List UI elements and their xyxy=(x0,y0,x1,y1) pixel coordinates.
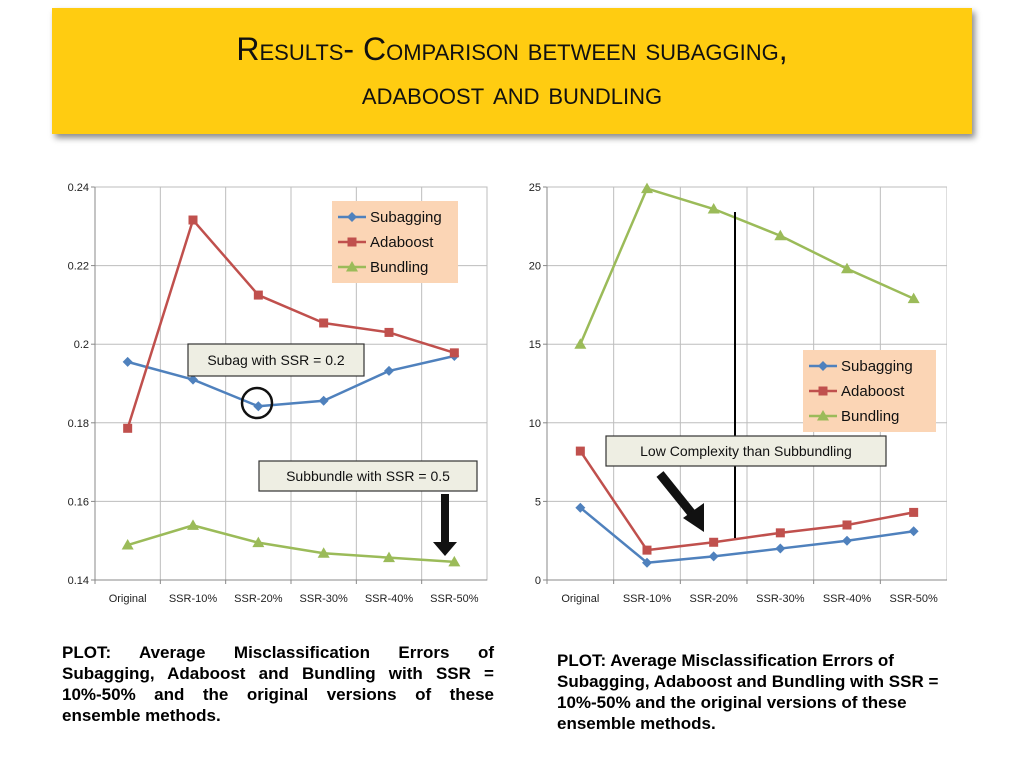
legend-label-adaboost: Adaboost xyxy=(841,383,905,400)
data-point-bundling xyxy=(841,262,853,274)
left-chart-caption: PLOT: Average Misclassification Errors o… xyxy=(62,643,494,725)
data-point-bundling xyxy=(252,536,265,548)
arrow-head-down xyxy=(433,542,457,556)
y-tick-label: 0.22 xyxy=(68,261,89,273)
legend-marker-adaboost xyxy=(347,237,357,247)
x-tick-label: SSR-40% xyxy=(823,593,872,605)
x-tick-label: SSR-50% xyxy=(890,593,939,605)
data-point-bundling xyxy=(383,551,395,563)
y-tick-label: 0.2 xyxy=(74,339,89,351)
data-point-adaboost xyxy=(253,290,263,300)
legend-marker-bundling xyxy=(346,261,358,272)
series-line-bundling xyxy=(127,524,455,564)
arrow-shaft-down xyxy=(441,494,449,544)
annotation-subbundle: Subbundle with SSR = 0.5 xyxy=(286,468,450,484)
data-point-adaboost xyxy=(319,318,329,328)
data-point-adaboost xyxy=(575,446,585,456)
x-tick-label: Original xyxy=(561,593,599,605)
data-point-subagging xyxy=(318,395,329,406)
data-point-subagging xyxy=(575,502,586,513)
annotation-complexity: Low Complexity than Subbundling xyxy=(640,443,852,459)
data-point-bundling xyxy=(317,547,330,558)
arrow-head-diagonal xyxy=(683,503,704,532)
annotation-subag: Subag with SSR = 0.2 xyxy=(207,352,345,368)
y-tick-label: 5 xyxy=(535,496,541,508)
series-line-bundling xyxy=(579,187,915,345)
data-point-subagging xyxy=(775,543,786,554)
data-point-bundling xyxy=(574,338,587,349)
y-tick-label: 0.18 xyxy=(68,418,89,430)
data-point-bundling xyxy=(707,203,720,214)
data-point-adaboost xyxy=(842,520,852,530)
series-line-adaboost xyxy=(579,450,914,552)
data-point-bundling xyxy=(121,539,134,550)
legend-label-adaboost: Adaboost xyxy=(370,234,434,251)
data-point-bundling xyxy=(907,292,920,304)
annotation-box-subag xyxy=(187,343,365,377)
x-tick-label: Original xyxy=(109,593,147,605)
data-point-adaboost xyxy=(123,423,133,433)
x-tick-label: SSR-30% xyxy=(756,593,805,605)
x-tick-label: SSR-50% xyxy=(430,593,479,605)
data-point-subagging xyxy=(253,401,264,412)
data-point-bundling xyxy=(641,182,653,194)
x-tick-label: SSR-10% xyxy=(623,593,672,605)
data-point-adaboost xyxy=(188,215,198,225)
data-point-adaboost xyxy=(775,528,785,538)
data-point-subagging xyxy=(384,365,394,376)
right-chart-caption: PLOT: Average Misclassification Errors o… xyxy=(557,651,939,733)
series-line-subagging xyxy=(127,354,455,408)
slide-title-banner: Results- Comparison between subagging, a… xyxy=(52,8,972,134)
y-tick-label: 0.14 xyxy=(68,575,89,587)
data-point-subagging xyxy=(642,557,652,568)
annotation-box-subbundle xyxy=(258,460,478,492)
data-point-subagging xyxy=(188,374,198,385)
y-tick-label: 0 xyxy=(535,575,541,587)
data-point-bundling xyxy=(774,229,787,241)
legend-marker-bundling xyxy=(817,410,829,421)
data-point-adaboost xyxy=(642,545,652,555)
y-tick-label: 25 xyxy=(529,182,541,194)
y-tick-label: 0.24 xyxy=(68,182,89,194)
y-tick-label: 20 xyxy=(529,261,541,273)
legend-marker-subagging xyxy=(347,212,357,222)
annotation-box-complexity xyxy=(605,435,887,467)
legend-marker-adaboost xyxy=(818,386,828,396)
data-point-bundling xyxy=(448,555,461,567)
right-line-chart: 0 5 10 15 20 25 Original SSR-10% SSR-20% SSR-30% S… xyxy=(529,182,947,605)
x-tick-label: SSR-40% xyxy=(365,593,414,605)
legend-label-subagging: Subagging xyxy=(370,209,442,226)
highlight-circle xyxy=(240,386,274,420)
legend-label-bundling: Bundling xyxy=(370,259,428,276)
legend-marker-subagging xyxy=(818,361,828,371)
series-line-adaboost xyxy=(126,218,455,429)
slide-title-line-2: adaboost and bundling xyxy=(361,75,663,111)
x-tick-label: SSR-20% xyxy=(690,593,739,605)
arrow-shaft-diagonal xyxy=(656,471,697,518)
data-point-adaboost xyxy=(384,327,394,337)
data-point-adaboost xyxy=(909,507,919,517)
series-line-subagging xyxy=(579,506,914,564)
legend-label-bundling: Bundling xyxy=(841,408,899,425)
data-point-subagging xyxy=(908,526,919,537)
x-tick-label: SSR-30% xyxy=(300,593,349,605)
data-point-subagging xyxy=(842,535,852,546)
y-tick-label: 10 xyxy=(529,418,541,430)
data-point-bundling xyxy=(187,519,199,530)
y-tick-label: 0.16 xyxy=(68,496,89,508)
y-tick-label: 15 xyxy=(529,339,541,351)
x-tick-label: SSR-10% xyxy=(169,593,218,605)
data-point-adaboost xyxy=(449,348,459,358)
slide-title-line-1: Results- Comparison between subagging, xyxy=(236,31,788,67)
data-point-subagging xyxy=(122,356,133,367)
legend-label-subagging: Subagging xyxy=(841,358,913,375)
left-line-chart: 0.14 0.16 0.18 0.2 0.22 0.24 Original SSR-10% SS… xyxy=(68,182,488,605)
x-tick-label: SSR-20% xyxy=(234,593,283,605)
data-point-adaboost xyxy=(709,537,719,547)
data-point-subagging xyxy=(708,551,719,562)
